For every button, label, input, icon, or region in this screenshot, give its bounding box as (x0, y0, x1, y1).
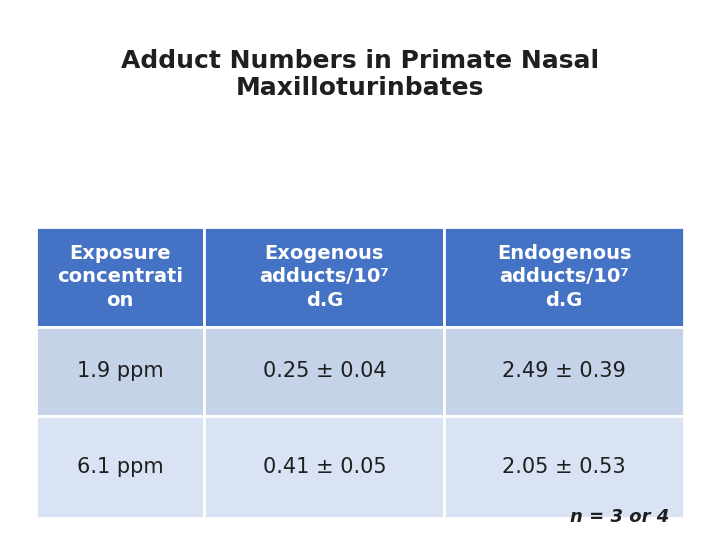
Text: 1.9 ppm: 1.9 ppm (77, 361, 163, 381)
Text: 2.05 ± 0.53: 2.05 ± 0.53 (503, 457, 626, 477)
Text: Adduct Numbers in Primate Nasal
Maxilloturinbates: Adduct Numbers in Primate Nasal Maxillot… (121, 49, 599, 100)
Text: Exogenous
adducts/10⁷
d.G: Exogenous adducts/10⁷ d.G (259, 244, 390, 310)
Text: 6.1 ppm: 6.1 ppm (77, 457, 163, 477)
Text: 0.25 ± 0.04: 0.25 ± 0.04 (263, 361, 386, 381)
Text: 0.41 ± 0.05: 0.41 ± 0.05 (263, 457, 386, 477)
Text: 2.49 ± 0.39: 2.49 ± 0.39 (502, 361, 626, 381)
Text: n = 3 or 4: n = 3 or 4 (570, 509, 670, 526)
Text: Exposure
concentrati
on: Exposure concentrati on (57, 244, 183, 310)
Text: Endogenous
adducts/10⁷
d.G: Endogenous adducts/10⁷ d.G (497, 244, 631, 310)
